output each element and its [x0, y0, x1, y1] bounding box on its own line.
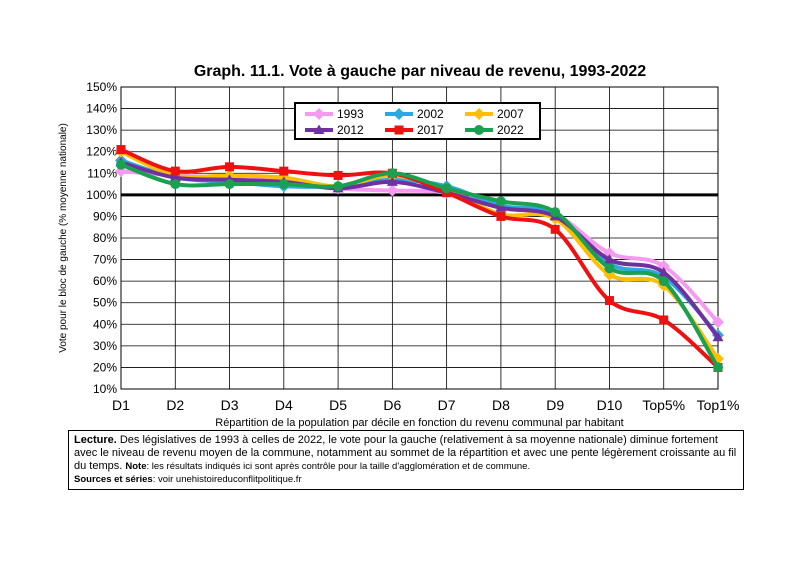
y-tick-label: 120% — [86, 145, 117, 159]
lecture-text: Des législatives de 1993 à celles de 202… — [74, 434, 737, 472]
data-point — [658, 267, 670, 277]
x-tick-label: Top5% — [642, 397, 685, 413]
chart-title: Graph. 11.1. Vote à gauche par niveau de… — [193, 63, 647, 80]
legend-item: 2022 — [465, 123, 524, 137]
x-tick-label: D9 — [546, 397, 564, 413]
x-tick-label: Top1% — [697, 397, 740, 413]
data-point — [386, 176, 398, 186]
y-tick-label: 150% — [86, 80, 117, 94]
y-tick-label: 140% — [86, 102, 117, 116]
x-tick-label: D5 — [329, 397, 347, 413]
data-point — [495, 202, 507, 212]
sources-text: : voir unehistoireduconflitpolitique.fr — [152, 474, 302, 485]
y-tick-label: 40% — [93, 317, 117, 331]
y-axis-label: Vote pour le bloc de gauche (% moyenne n… — [58, 123, 69, 353]
x-tick-labels: D1 D2 D3 D4 D5 D6 D7 D8 D9 D10 Top5% Top1% — [112, 397, 739, 413]
series-2022 — [116, 159, 723, 373]
legend-item: 2012 — [305, 123, 364, 137]
data-point — [393, 108, 405, 120]
x-tick-label: D2 — [166, 397, 184, 413]
y-tick-label: 30% — [93, 339, 117, 353]
note-text: : les résultats indiqués ici sont après … — [146, 461, 531, 472]
data-point — [713, 362, 723, 373]
y-tick-labels: 10% 20% 30% 40% 50% 60% 70% 80% 90% 100% 110% 120% 1… — [86, 80, 117, 396]
sources-label: Sources et séries — [74, 474, 153, 485]
data-point — [603, 254, 615, 264]
note-box: Lecture. Des législatives de 1993 à cell… — [68, 430, 744, 490]
data-point — [313, 108, 325, 120]
y-tick-label: 90% — [93, 209, 117, 223]
y-tick-label: 110% — [87, 166, 117, 180]
data-point — [333, 181, 344, 192]
legend-box — [294, 102, 541, 140]
x-tick-label: D1 — [112, 397, 130, 413]
data-point — [712, 316, 724, 329]
data-point — [170, 179, 181, 190]
x-tick-label: D8 — [492, 397, 510, 413]
data-point — [495, 196, 506, 207]
y-tick-label: 80% — [93, 231, 117, 245]
x-tick-label: D4 — [275, 397, 293, 413]
legend-label: 2002 — [417, 107, 444, 121]
x-tick-label: D10 — [597, 397, 623, 413]
data-point — [441, 183, 452, 194]
data-point — [225, 162, 235, 172]
x-axis-label: Répartition de la population par décile … — [215, 417, 624, 429]
data-point — [387, 168, 398, 179]
legend-item: 2017 — [385, 123, 444, 137]
data-point — [550, 224, 560, 234]
x-tick-label: D7 — [438, 397, 456, 413]
y-tick-label: 60% — [93, 274, 117, 288]
data-point — [659, 315, 669, 325]
legend-label: 2012 — [337, 123, 364, 137]
data-point — [658, 276, 669, 287]
legend-label: 2017 — [417, 123, 444, 137]
data-point — [116, 159, 126, 170]
data-point — [278, 179, 289, 190]
legend-label: 1993 — [337, 107, 364, 121]
data-point — [473, 108, 485, 120]
data-point — [604, 263, 615, 274]
lecture-label: Lecture. — [74, 434, 117, 446]
data-point — [333, 170, 343, 180]
grid-lines — [120, 86, 719, 390]
legend: 1993 2002 2007 2012 2017 2022 — [294, 102, 541, 140]
line-chart: 10% 20% 30% 40% 50% 60% 70% 80% 90% 100% 110% 120% 1… — [58, 80, 739, 429]
data-point — [394, 125, 404, 135]
data-point — [279, 166, 289, 176]
data-point — [170, 166, 180, 176]
legend-label: 2007 — [497, 107, 524, 121]
data-point — [550, 207, 561, 218]
y-tick-label: 20% — [93, 360, 117, 374]
data-point — [474, 125, 484, 135]
note-label: Note — [125, 461, 147, 472]
y-tick-label: 10% — [93, 382, 117, 396]
data-point — [169, 172, 181, 182]
data-point — [712, 331, 724, 342]
x-tick-label: D6 — [383, 397, 401, 413]
y-tick-label: 100% — [86, 188, 117, 202]
legend-item: 2007 — [465, 107, 524, 121]
legend-item: 1993 — [305, 107, 364, 121]
data-point — [116, 145, 126, 155]
data-point — [604, 296, 614, 306]
data-point — [224, 179, 235, 190]
data-point — [313, 124, 325, 134]
y-tick-label: 130% — [86, 123, 117, 137]
series-lines — [115, 145, 724, 373]
series-1993 — [115, 165, 724, 329]
x-tick-label: D3 — [221, 397, 239, 413]
y-tick-label: 70% — [93, 253, 117, 267]
y-tick-label: 50% — [93, 296, 117, 310]
legend-item: 2002 — [385, 107, 444, 121]
data-point — [496, 211, 506, 221]
data-point — [386, 184, 399, 197]
legend-label: 2022 — [497, 123, 524, 137]
